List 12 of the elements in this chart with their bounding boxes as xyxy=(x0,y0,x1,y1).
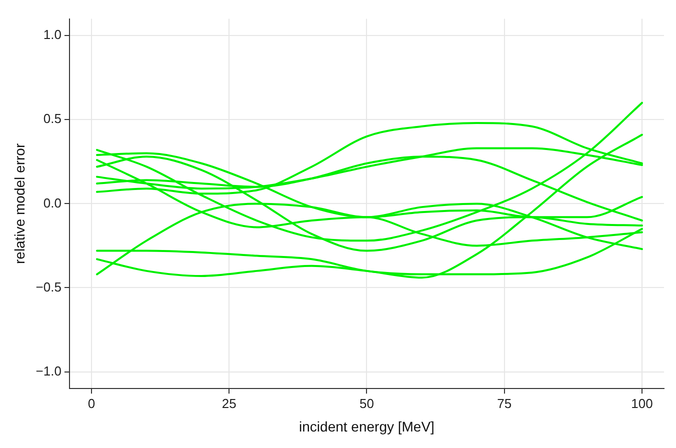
y-tick-label: −1.0 xyxy=(36,363,62,378)
y-tick-label: −0.5 xyxy=(36,279,62,294)
x-axis-title: incident energy [MeV] xyxy=(299,418,434,434)
x-tick-label: 25 xyxy=(222,396,236,411)
y-tick-label: 0.0 xyxy=(43,195,62,210)
x-tick-label: 100 xyxy=(631,396,653,411)
x-tick-label: 75 xyxy=(497,396,512,411)
x-tick-label: 0 xyxy=(88,396,96,411)
y-axis-title: relative model error xyxy=(11,143,28,264)
x-tick-label: 50 xyxy=(359,396,374,411)
y-tick-label: 1.0 xyxy=(43,27,62,42)
y-tick-label: 0.5 xyxy=(43,111,62,126)
